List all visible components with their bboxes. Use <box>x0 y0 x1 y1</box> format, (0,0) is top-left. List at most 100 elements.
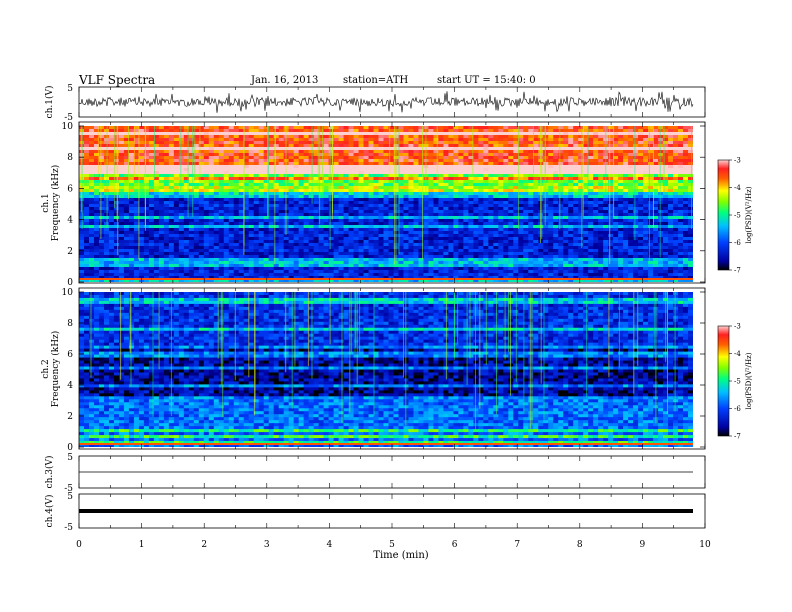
spectrogram-cell <box>368 159 375 163</box>
spectrogram-cell <box>403 240 410 244</box>
spectrogram-cell <box>358 210 365 214</box>
spectrogram-cell <box>133 177 140 181</box>
spectrogram-cell <box>133 186 140 190</box>
spectrogram-cell <box>448 237 454 241</box>
spectrogram-cell <box>218 213 225 217</box>
spectrogram-cell <box>413 204 420 208</box>
spectrogram-cell <box>348 180 355 184</box>
spectrogram-cell <box>93 162 100 166</box>
spectrogram-cell <box>348 129 355 133</box>
spectrogram-cell <box>418 222 425 226</box>
spectrogram-cell <box>88 204 95 208</box>
spectrogram-cell <box>633 135 639 139</box>
spectrogram-cell <box>673 231 679 235</box>
spectrogram-cell <box>673 216 679 220</box>
spectrogram-cell <box>333 162 340 166</box>
spectrogram-cell <box>88 186 95 190</box>
spectrogram-cell <box>348 216 355 220</box>
spectrogram-cell <box>588 138 594 142</box>
spectrogram-cell <box>163 219 170 223</box>
spectrogram-cell <box>593 129 599 133</box>
spectrogram-cell <box>568 156 574 160</box>
spectrogram-cell <box>498 147 504 151</box>
spectrogram-cell <box>218 231 225 235</box>
spectrogram-cell <box>563 243 569 247</box>
spectrogram-cell <box>333 210 340 214</box>
spectrogram-cell <box>658 201 664 205</box>
spectrogram-cell <box>358 168 365 172</box>
spectrogram-cell <box>638 216 644 220</box>
spectrogram-cell <box>123 186 130 190</box>
spectrogram-cell <box>288 156 295 160</box>
spectrogram-cell <box>583 183 589 187</box>
spectrogram-cell <box>603 210 609 214</box>
spectrogram-cell <box>238 189 245 193</box>
spectrogram-cell <box>503 126 509 130</box>
spectrogram-cell <box>373 153 380 157</box>
spectrogram-cell <box>648 177 654 181</box>
spectrogram-cell <box>668 129 674 133</box>
spectrogram-cell <box>563 132 569 136</box>
spectrogram-cell <box>238 219 245 223</box>
spectrogram-cell <box>388 147 395 151</box>
spectrogram-cell <box>658 216 664 220</box>
spectrogram-cell <box>288 240 295 244</box>
spectrogram-cell <box>623 228 629 232</box>
spectrogram-cell <box>263 159 270 163</box>
spectrogram-cell <box>678 126 684 130</box>
spectrogram-cell <box>193 144 200 148</box>
spectrogram-cell <box>598 237 604 241</box>
spectrogram-cell <box>288 135 295 139</box>
spectrogram-cell <box>178 144 185 148</box>
spectrogram-cell <box>573 201 579 205</box>
spectrogram-cell <box>273 183 280 187</box>
spectrogram-cell <box>563 180 569 184</box>
spectrogram-cell <box>123 204 130 208</box>
spectrogram-cell <box>278 234 285 238</box>
spectrogram-cell <box>518 177 524 181</box>
spectrogram-cell <box>593 189 599 193</box>
spectrogram-cell <box>163 207 170 211</box>
spectrogram-cell <box>513 165 519 169</box>
spectrogram-cell <box>293 222 300 226</box>
spectrogram-cell <box>323 132 330 136</box>
spectrogram-cell <box>273 216 280 220</box>
spectrogram-cell <box>98 204 105 208</box>
spectrogram-cell <box>253 237 260 241</box>
spectrogram-cell <box>488 192 494 196</box>
spectrogram-cell <box>383 165 390 169</box>
spectrogram-cell <box>688 192 693 196</box>
spectrogram-cell <box>93 180 100 184</box>
spectrogram-cell <box>143 207 150 211</box>
spectrogram-cell <box>578 189 584 193</box>
spectrogram-cell <box>243 174 250 178</box>
spectrogram-cell <box>173 189 180 193</box>
spectrogram-cell <box>193 204 200 208</box>
spectrogram-cell <box>113 234 120 238</box>
spectrogram-cell <box>113 222 120 226</box>
spectrogram-cell <box>618 177 624 181</box>
spectrogram-cell <box>418 171 425 175</box>
spectrogram-cell <box>558 141 564 145</box>
spectrogram-cell <box>518 162 524 166</box>
spectrogram-cell <box>433 147 440 151</box>
spectrogram-cell <box>93 126 100 130</box>
spectrogram-cell <box>218 180 225 184</box>
spectrogram-cell <box>453 129 459 133</box>
spectrogram-cell <box>378 153 385 157</box>
spectrogram-cell <box>453 144 459 148</box>
spectrogram-cell <box>98 186 105 190</box>
spectrogram-cell <box>468 177 474 181</box>
spectrogram-cell <box>528 222 534 226</box>
spectrogram-cell <box>683 219 689 223</box>
spectrogram-cell <box>263 189 270 193</box>
spectrogram-cell <box>338 168 345 172</box>
spectrogram-cell <box>308 213 315 217</box>
spectrogram-cell <box>478 177 484 181</box>
spectrogram-cell <box>323 243 330 247</box>
spectrogram-cell <box>513 225 519 229</box>
spectrogram-cell <box>98 126 105 130</box>
spectrogram-cell <box>408 228 415 232</box>
spectrogram-cell <box>118 189 125 193</box>
spectrogram-cell <box>148 150 155 154</box>
